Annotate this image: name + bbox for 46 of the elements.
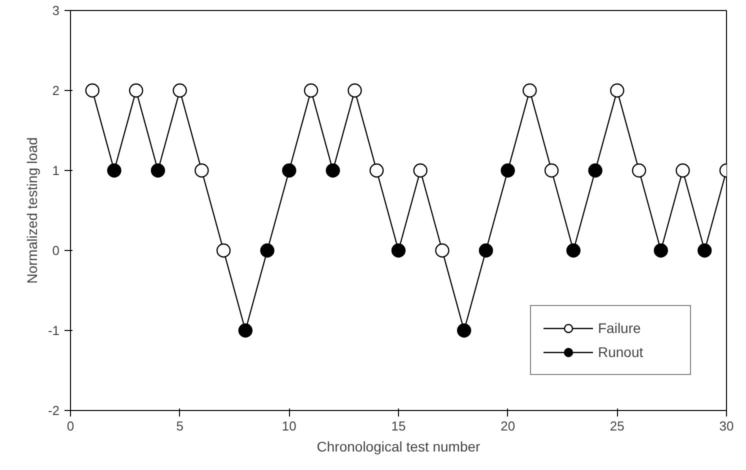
y-tick-label: 0 [52, 243, 60, 258]
point [129, 83, 144, 98]
point [698, 243, 712, 258]
point [326, 163, 340, 178]
x-tick-label: 0 [66, 418, 74, 434]
point [216, 243, 231, 258]
point [566, 243, 581, 258]
point [370, 163, 384, 178]
point [194, 163, 209, 178]
point [413, 163, 428, 178]
point [457, 323, 472, 338]
point [632, 163, 646, 178]
x-tick-label: 30 [719, 418, 734, 434]
point [544, 163, 559, 178]
point [85, 83, 100, 98]
point [282, 163, 296, 178]
x-tick-label: 25 [610, 418, 624, 434]
x-tick-label: 15 [391, 418, 406, 434]
y-tick-label: -2 [48, 403, 60, 418]
y-axis-title: Normalized testing load [24, 137, 40, 284]
y-tick-label: -1 [48, 323, 60, 338]
point [238, 323, 253, 338]
point [348, 83, 362, 98]
point [588, 163, 602, 178]
point [304, 83, 318, 98]
point [150, 163, 166, 178]
point [260, 243, 274, 258]
point [107, 163, 122, 178]
x-tick-label: 5 [176, 418, 184, 434]
point [391, 243, 406, 258]
y-tick-label: 3 [52, 3, 60, 18]
y-tick-label: 1 [52, 163, 60, 178]
point [172, 83, 187, 98]
legend-label: Runout [598, 344, 644, 360]
legend-label: Failure [598, 320, 642, 336]
x-axis-title: Chronological test number [316, 438, 481, 454]
point [522, 83, 537, 98]
point [676, 163, 690, 178]
point [610, 83, 624, 98]
point [500, 163, 515, 178]
point [654, 243, 668, 258]
x-tick-label: 20 [500, 418, 516, 434]
point [435, 243, 450, 258]
x-tick-label: 10 [282, 418, 296, 434]
point [478, 243, 494, 258]
y-tick-label: 2 [52, 83, 60, 98]
